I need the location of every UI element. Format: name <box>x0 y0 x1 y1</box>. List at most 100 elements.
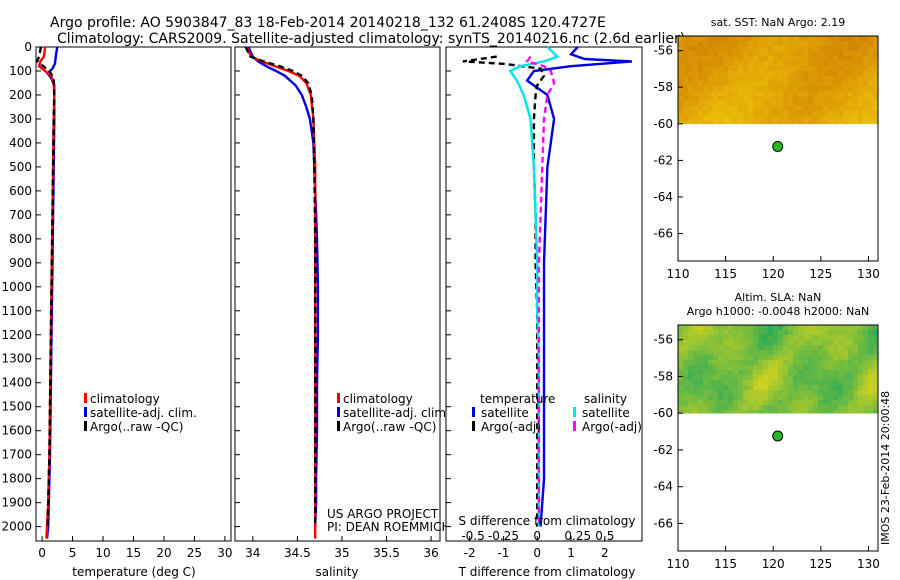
heatmap-cell <box>683 66 689 72</box>
heatmap-cell <box>773 400 779 406</box>
heatmap-cell <box>838 81 844 87</box>
heatmap-cell <box>848 385 854 391</box>
heatmap-cell <box>758 360 764 366</box>
heatmap-cell <box>753 86 759 92</box>
heatmap-cell <box>688 405 694 411</box>
heatmap-cell <box>818 116 824 122</box>
heatmap-cell <box>713 86 719 92</box>
heatmap-cell <box>708 335 714 341</box>
heatmap-cell <box>803 395 809 401</box>
heatmap-cell <box>748 121 754 125</box>
heatmap-cell <box>853 36 859 42</box>
heatmap-cell <box>708 66 714 72</box>
heatmap-cell <box>703 56 709 62</box>
heatmap-cell <box>678 76 684 82</box>
legend-title-temperature: temperature <box>480 392 555 406</box>
heatmap-cell <box>848 41 854 47</box>
heatmap-cell <box>698 116 704 122</box>
heatmap-cell <box>833 380 839 386</box>
heatmap-cell <box>823 106 829 112</box>
heatmap-cell <box>678 385 684 391</box>
heatmap-cell <box>813 81 819 87</box>
heatmap-cell <box>718 365 724 371</box>
heatmap-cell <box>808 81 814 87</box>
heatmap-cell <box>733 116 739 122</box>
heatmap-cell <box>838 46 844 52</box>
heatmap-cell <box>693 96 699 102</box>
heatmap-cell <box>823 370 829 376</box>
heatmap-cell <box>793 410 799 414</box>
heatmap-cell <box>783 385 789 391</box>
heatmap-cell <box>698 380 704 386</box>
heatmap-cell <box>708 340 714 346</box>
difference-xlabel: T difference from climatology <box>458 565 636 579</box>
heatmap-cell <box>813 51 819 57</box>
heatmap-cell <box>868 360 874 366</box>
heatmap-cell <box>843 345 849 351</box>
heatmap-cell <box>688 86 694 92</box>
heatmap-cell <box>778 355 784 361</box>
heatmap-cell <box>713 96 719 102</box>
heatmap-cell <box>738 340 744 346</box>
heatmap-cell <box>833 61 839 67</box>
heatmap-cell <box>858 360 864 366</box>
heatmap-cell <box>758 380 764 386</box>
heatmap-cell <box>773 355 779 361</box>
heatmap-cell <box>798 350 804 356</box>
heatmap-cell <box>698 395 704 401</box>
heatmap-cell <box>758 101 764 107</box>
heatmap-cell <box>698 365 704 371</box>
heatmap-cell <box>733 405 739 411</box>
heatmap-cell <box>793 365 799 371</box>
heatmap-cell <box>868 365 874 371</box>
heatmap-cell <box>843 390 849 396</box>
heatmap-cell <box>768 91 774 97</box>
heatmap-cell <box>798 345 804 351</box>
heatmap-cell <box>873 365 879 371</box>
heatmap-cell <box>873 400 879 406</box>
heatmap-cell <box>793 330 799 336</box>
heatmap-cell <box>683 335 689 341</box>
heatmap-cell <box>778 46 784 52</box>
heatmap-cell <box>683 345 689 351</box>
heatmap-cell <box>818 46 824 52</box>
heatmap-cell <box>778 56 784 62</box>
heatmap-cell <box>703 116 709 122</box>
heatmap-cell <box>683 96 689 102</box>
heatmap-cell <box>693 106 699 112</box>
heatmap-cell <box>808 390 814 396</box>
heatmap-cell <box>748 61 754 67</box>
heatmap-cell <box>823 340 829 346</box>
heatmap-cell <box>718 410 724 414</box>
heatmap-cell <box>858 350 864 356</box>
heatmap-cell <box>758 400 764 406</box>
heatmap-cell <box>773 330 779 336</box>
heatmap-cell <box>868 400 874 406</box>
heatmap-cell <box>778 36 784 42</box>
heatmap-cell <box>768 365 774 371</box>
heatmap-cell <box>698 46 704 52</box>
heatmap-cell <box>853 390 859 396</box>
difference-s-axis: -0.5 -0.25 0 0.25 0.5 <box>461 529 614 543</box>
heatmap-cell <box>768 101 774 107</box>
heatmap-cell <box>758 335 764 341</box>
heatmap-cell <box>773 116 779 122</box>
argo-float-marker <box>772 140 784 152</box>
y-tick-label: 1600 <box>1 424 32 438</box>
heatmap-cell <box>848 350 854 356</box>
heatmap-cell <box>738 46 744 52</box>
heatmap-cell <box>688 400 694 406</box>
heatmap-cell <box>783 101 789 107</box>
heatmap-cell <box>743 121 749 125</box>
heatmap-cell <box>768 61 774 67</box>
heatmap-cell <box>833 66 839 72</box>
heatmap-cell <box>833 330 839 336</box>
heatmap-cell <box>698 340 704 346</box>
heatmap-cell <box>733 106 739 112</box>
heatmap-cell <box>843 370 849 376</box>
heatmap-cell <box>868 71 874 77</box>
heatmap-cell <box>798 400 804 406</box>
heatmap-cell <box>728 56 734 62</box>
heatmap-cell <box>838 395 844 401</box>
heatmap-cell <box>828 51 834 57</box>
